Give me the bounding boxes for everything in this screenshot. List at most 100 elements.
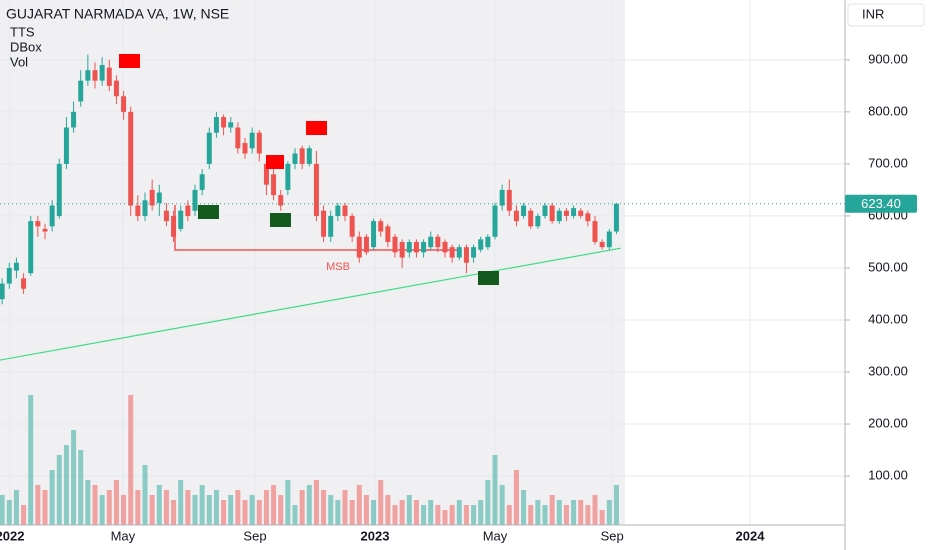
candle-body bbox=[213, 117, 219, 133]
y-tick-label: 500.00 bbox=[868, 259, 908, 274]
volume-bar bbox=[71, 430, 77, 525]
sell-signal bbox=[306, 121, 327, 135]
candle-body bbox=[206, 132, 212, 164]
candle-body bbox=[128, 111, 134, 206]
indicator: Vol bbox=[10, 54, 28, 69]
volume-bar bbox=[149, 495, 155, 525]
volume-bar bbox=[278, 495, 284, 525]
volume-bar bbox=[342, 490, 348, 525]
candle-body bbox=[313, 163, 319, 216]
last-price-tag bbox=[845, 194, 917, 213]
candle-body bbox=[363, 236, 369, 253]
candle-body bbox=[21, 278, 27, 289]
candle-body bbox=[71, 111, 77, 128]
candle-body bbox=[28, 221, 34, 274]
candle-body bbox=[92, 70, 98, 81]
volume-bar bbox=[271, 485, 277, 525]
candle-body bbox=[199, 174, 205, 190]
indicator: TTS bbox=[10, 24, 35, 39]
volume-layer bbox=[0, 395, 619, 525]
volume-bar bbox=[421, 505, 427, 525]
volume-bar bbox=[592, 495, 598, 525]
candle-body bbox=[178, 210, 184, 229]
candle-body bbox=[85, 70, 91, 81]
volume-bar bbox=[292, 505, 298, 525]
volume-bar bbox=[178, 480, 184, 525]
candle-body bbox=[549, 205, 555, 222]
volume-bar bbox=[328, 495, 334, 525]
indicator: DBox bbox=[10, 39, 42, 54]
candle-body bbox=[221, 117, 227, 128]
currency-box[interactable] bbox=[847, 3, 925, 27]
volume-bar bbox=[478, 500, 484, 525]
volume-bar bbox=[206, 495, 212, 525]
candle-body bbox=[78, 80, 84, 102]
volume-bar bbox=[335, 500, 341, 525]
x-tick-label: 2023 bbox=[361, 528, 390, 543]
volume-bar bbox=[249, 495, 255, 525]
range-shade bbox=[0, 0, 625, 525]
volume-bar bbox=[92, 485, 98, 525]
volume-bar bbox=[128, 395, 134, 525]
x-tick-label: Sep bbox=[243, 528, 266, 543]
candle-body bbox=[442, 241, 448, 253]
candle-body bbox=[6, 267, 12, 284]
x-tick-label: Sep bbox=[601, 528, 624, 543]
y-tick-label: 100.00 bbox=[868, 468, 908, 483]
candle-body bbox=[378, 221, 384, 232]
volume-bar bbox=[556, 500, 562, 525]
candle-body bbox=[42, 228, 48, 232]
volume-bar bbox=[599, 510, 605, 525]
candle-body bbox=[535, 215, 541, 227]
buy-signal bbox=[478, 271, 499, 285]
candle-body bbox=[99, 65, 105, 81]
candle-body bbox=[349, 215, 355, 237]
candle-body bbox=[156, 192, 162, 203]
volume-bar bbox=[585, 505, 591, 525]
candle-body bbox=[278, 195, 284, 206]
volume-bar bbox=[99, 495, 105, 525]
volume-bar bbox=[578, 500, 584, 525]
candle-body bbox=[292, 153, 298, 164]
sell-signal bbox=[119, 54, 140, 68]
volume-bar bbox=[513, 470, 519, 525]
candle-body bbox=[456, 247, 462, 258]
x-tick-label: 2022 bbox=[0, 528, 24, 543]
candle-body bbox=[106, 67, 112, 86]
candle-body bbox=[149, 189, 155, 206]
candle-body bbox=[563, 210, 569, 216]
buy-signal bbox=[270, 213, 291, 227]
volume-bar bbox=[385, 495, 391, 525]
y-tick-label: 400.00 bbox=[868, 311, 908, 326]
volume-bar bbox=[235, 490, 241, 525]
volume-bar bbox=[221, 500, 227, 525]
candle-body bbox=[285, 163, 291, 190]
volume-bar bbox=[78, 450, 84, 525]
volume-bar bbox=[535, 500, 541, 525]
candle-body bbox=[435, 236, 441, 248]
candle-body bbox=[385, 226, 391, 242]
volume-bar bbox=[142, 465, 148, 525]
candle-body bbox=[163, 210, 169, 222]
candle-body bbox=[0, 283, 5, 300]
candle-body bbox=[306, 148, 312, 164]
candle-body bbox=[121, 96, 127, 112]
candle-body bbox=[506, 189, 512, 211]
volume-bar bbox=[456, 500, 462, 525]
volume-bar bbox=[463, 505, 469, 525]
candle-body bbox=[471, 247, 477, 258]
msb-label: MSB bbox=[326, 261, 350, 273]
volume-bar bbox=[171, 500, 177, 525]
candle-body bbox=[613, 203, 619, 232]
candle-body bbox=[392, 236, 398, 253]
candle-body bbox=[463, 247, 469, 263]
volume-bar bbox=[13, 490, 19, 525]
y-tick-label: 700.00 bbox=[868, 155, 908, 170]
price-axis-panel bbox=[845, 0, 932, 550]
candle-body bbox=[406, 241, 412, 253]
volume-bar bbox=[256, 500, 262, 525]
volume-bar bbox=[378, 480, 384, 525]
volume-bar bbox=[499, 485, 505, 525]
